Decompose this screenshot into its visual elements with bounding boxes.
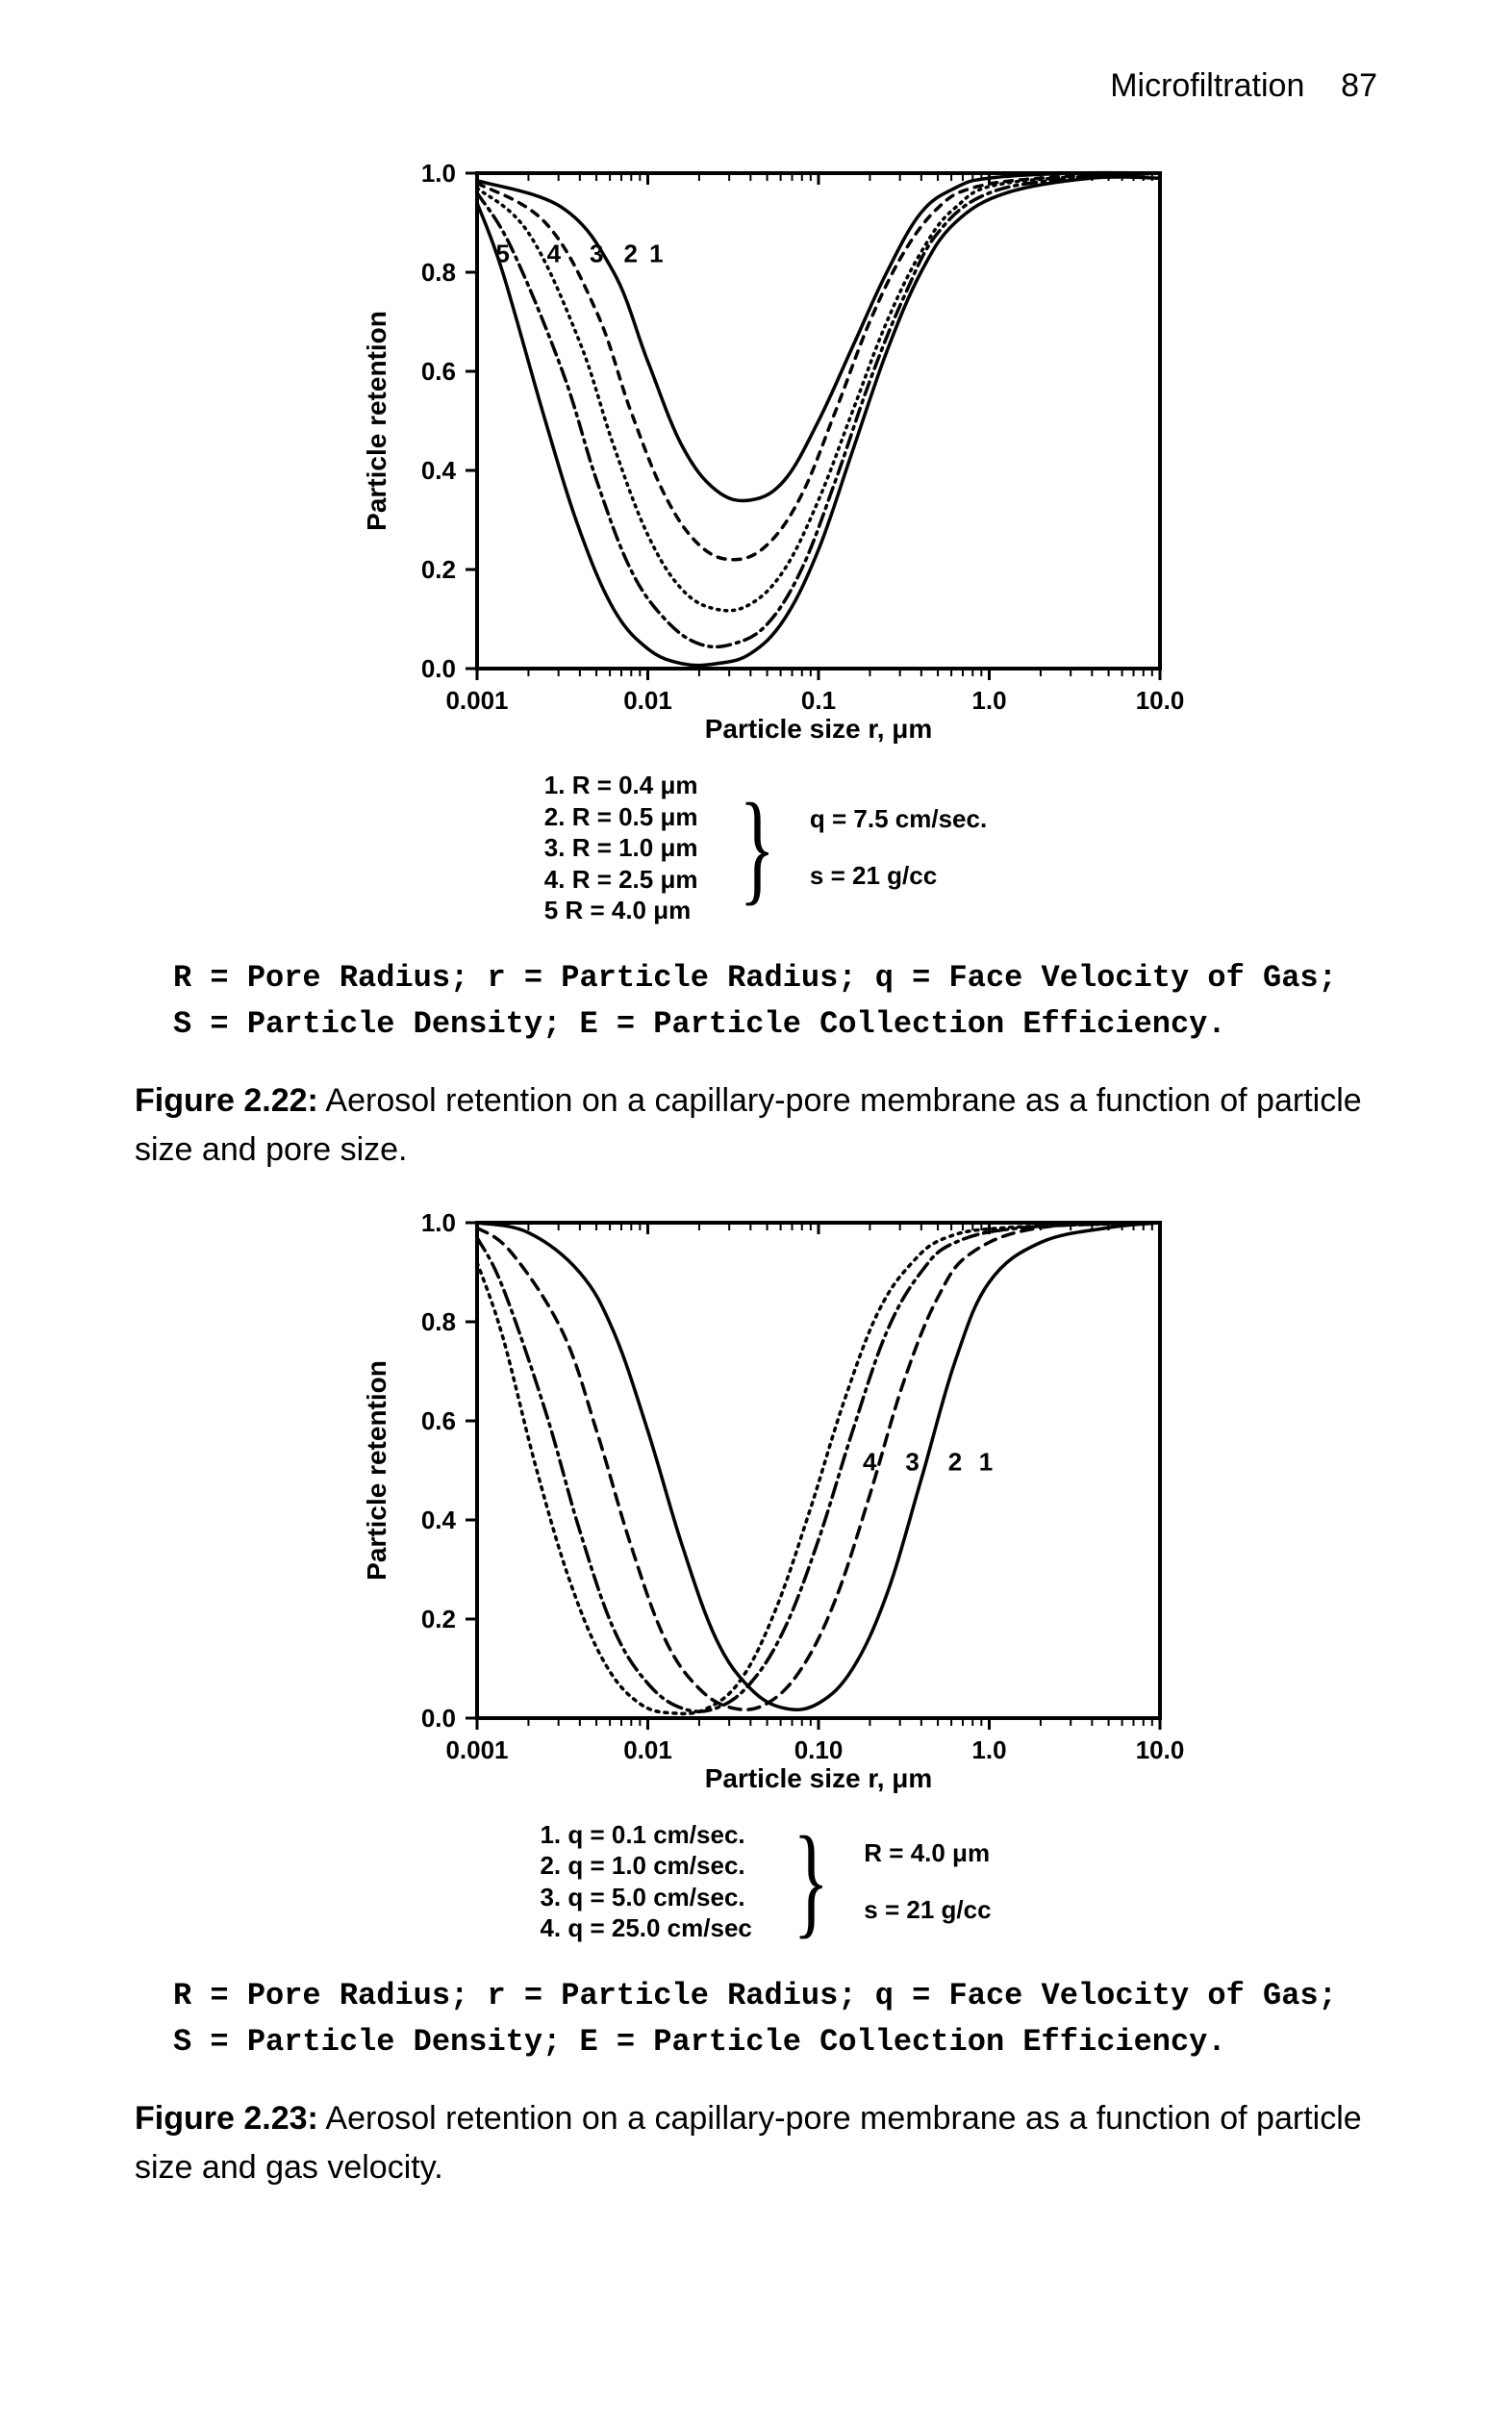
legend-row: 2. q = 1.0 cm/sec. <box>540 1850 751 1882</box>
legend-items: 1. R = 0.4 μm2. R = 0.5 μm3. R = 1.0 μm4… <box>544 770 698 926</box>
legend-row: 4. q = 25.0 cm/sec <box>540 1912 751 1944</box>
svg-text:0.001: 0.001 <box>445 686 508 715</box>
svg-text:0.001: 0.001 <box>445 1735 508 1764</box>
svg-text:2: 2 <box>624 240 638 268</box>
side-params: q = 7.5 cm/sec. s = 21 g/cc <box>810 804 987 891</box>
caption-bold: Figure 2.22: <box>135 1082 318 1119</box>
caption-1: Figure 2.22: Aerosol retention on a capi… <box>135 1076 1397 1175</box>
legend-row: 3. R = 1.0 μm <box>544 832 698 864</box>
svg-text:0.6: 0.6 <box>421 1406 456 1435</box>
param-R: R = 4.0 μm <box>864 1838 991 1868</box>
caption-text: Aerosol retention on a capillary-pore me… <box>135 2100 1362 2186</box>
svg-text:1.0: 1.0 <box>421 159 456 188</box>
svg-text:0.10: 0.10 <box>794 1735 844 1764</box>
svg-text:Particle size r, μm: Particle size r, μm <box>705 714 933 744</box>
svg-text:4: 4 <box>863 1447 877 1476</box>
svg-text:0.01: 0.01 <box>623 1735 672 1764</box>
def-line: R = Pore Radius; r = Particle Radius; q … <box>173 1973 1397 2019</box>
chart-2-svg: 0.0 0.2 0.4 0.6 0.8 1.0 0.001 0.01 0.10 1.0 10.0 Pa… <box>342 1203 1189 1810</box>
legend-row: 5 R = 4.0 μm <box>544 895 698 926</box>
legend-items: 1. q = 0.1 cm/sec.2. q = 1.0 cm/sec.3. q… <box>540 1819 751 1944</box>
svg-text:0.6: 0.6 <box>421 357 456 386</box>
svg-text:10.0: 10.0 <box>1136 1735 1185 1764</box>
legend-row: 4. R = 2.5 μm <box>544 864 698 896</box>
svg-text:1.0: 1.0 <box>421 1208 456 1237</box>
svg-text:1.0: 1.0 <box>971 1735 1006 1764</box>
def-line: S = Particle Density; E = Particle Colle… <box>173 2019 1397 2065</box>
svg-text:10.0: 10.0 <box>1136 686 1185 715</box>
svg-text:2: 2 <box>948 1447 962 1476</box>
svg-text:Particle retention: Particle retention <box>362 311 391 531</box>
chart-1-svg: 0.0 0.2 0.4 0.6 0.8 1.0 0.001 0.01 0.1 1.0 10.0 Par… <box>342 154 1189 760</box>
svg-text:Particle size r, μm: Particle size r, μm <box>705 1763 933 1793</box>
svg-text:3: 3 <box>905 1447 919 1476</box>
caption-bold: Figure 2.23: <box>135 2100 318 2137</box>
page: Microfiltration 87 0.00.20.40.60.81.00.0… <box>0 0 1512 2430</box>
svg-text:Particle retention: Particle retention <box>362 1360 391 1581</box>
legend-row: 2. R = 0.5 μm <box>544 801 698 833</box>
caption-2: Figure 2.23: Aerosol retention on a capi… <box>135 2094 1397 2192</box>
svg-text:5: 5 <box>495 240 509 268</box>
figure-2-22: 0.0 0.2 0.4 0.6 0.8 1.0 0.001 0.01 0.1 1.0 10.0 Par… <box>135 154 1397 1175</box>
chart-wrap: 0.0 0.2 0.4 0.6 0.8 1.0 0.001 0.01 0.10 1.0 10.0 Pa… <box>135 1203 1397 1810</box>
page-number: 87 <box>1341 67 1377 104</box>
svg-text:0.8: 0.8 <box>421 258 456 287</box>
legend-row: 1. R = 0.4 μm <box>544 770 698 801</box>
svg-text:1: 1 <box>649 240 663 268</box>
side-params: R = 4.0 μm s = 21 g/cc <box>864 1838 991 1925</box>
legend-row: 1. q = 0.1 cm/sec. <box>540 1819 751 1851</box>
svg-text:0.4: 0.4 <box>421 456 457 485</box>
brace-icon: } <box>739 792 774 904</box>
brace-wrap: } R = 4.0 μm s = 21 g/cc <box>781 1819 992 1944</box>
brace-wrap: } q = 7.5 cm/sec. s = 21 g/cc <box>727 770 988 926</box>
brace-icon: } <box>793 1825 828 1937</box>
svg-text:0.1: 0.1 <box>801 686 836 715</box>
svg-text:0.0: 0.0 <box>421 1704 456 1733</box>
svg-text:4: 4 <box>547 240 562 268</box>
svg-text:0.8: 0.8 <box>421 1307 456 1336</box>
svg-text:1.0: 1.0 <box>971 686 1006 715</box>
svg-text:0.01: 0.01 <box>623 686 672 715</box>
legend-row: 3. q = 5.0 cm/sec. <box>540 1882 751 1913</box>
svg-text:0.0: 0.0 <box>421 654 456 683</box>
caption-text: Aerosol retention on a capillary-pore me… <box>135 1082 1362 1168</box>
chart-wrap: 0.0 0.2 0.4 0.6 0.8 1.0 0.001 0.01 0.1 1.0 10.0 Par… <box>135 154 1397 760</box>
definitions-2: R = Pore Radius; r = Particle Radius; q … <box>173 1973 1397 2065</box>
def-line: S = Particle Density; E = Particle Colle… <box>173 1001 1397 1048</box>
svg-text:3: 3 <box>590 240 603 268</box>
figure-2-23: 0.0 0.2 0.4 0.6 0.8 1.0 0.001 0.01 0.10 1.0 10.0 Pa… <box>135 1203 1397 2192</box>
param-s: s = 21 g/cc <box>810 861 987 891</box>
definitions-1: R = Pore Radius; r = Particle Radius; q … <box>173 955 1397 1048</box>
param-q: q = 7.5 cm/sec. <box>810 804 987 834</box>
svg-text:0.4: 0.4 <box>421 1506 457 1534</box>
svg-text:1: 1 <box>979 1447 993 1476</box>
running-head: Microfiltration 87 <box>1110 67 1377 105</box>
section-title: Microfiltration <box>1110 67 1304 104</box>
legend-1: 1. R = 0.4 μm2. R = 0.5 μm3. R = 1.0 μm4… <box>135 770 1397 926</box>
def-line: R = Pore Radius; r = Particle Radius; q … <box>173 955 1397 1001</box>
param-s: s = 21 g/cc <box>864 1895 991 1925</box>
svg-text:0.2: 0.2 <box>421 1605 456 1633</box>
legend-2: 1. q = 0.1 cm/sec.2. q = 1.0 cm/sec.3. q… <box>135 1819 1397 1944</box>
svg-text:0.2: 0.2 <box>421 555 456 584</box>
